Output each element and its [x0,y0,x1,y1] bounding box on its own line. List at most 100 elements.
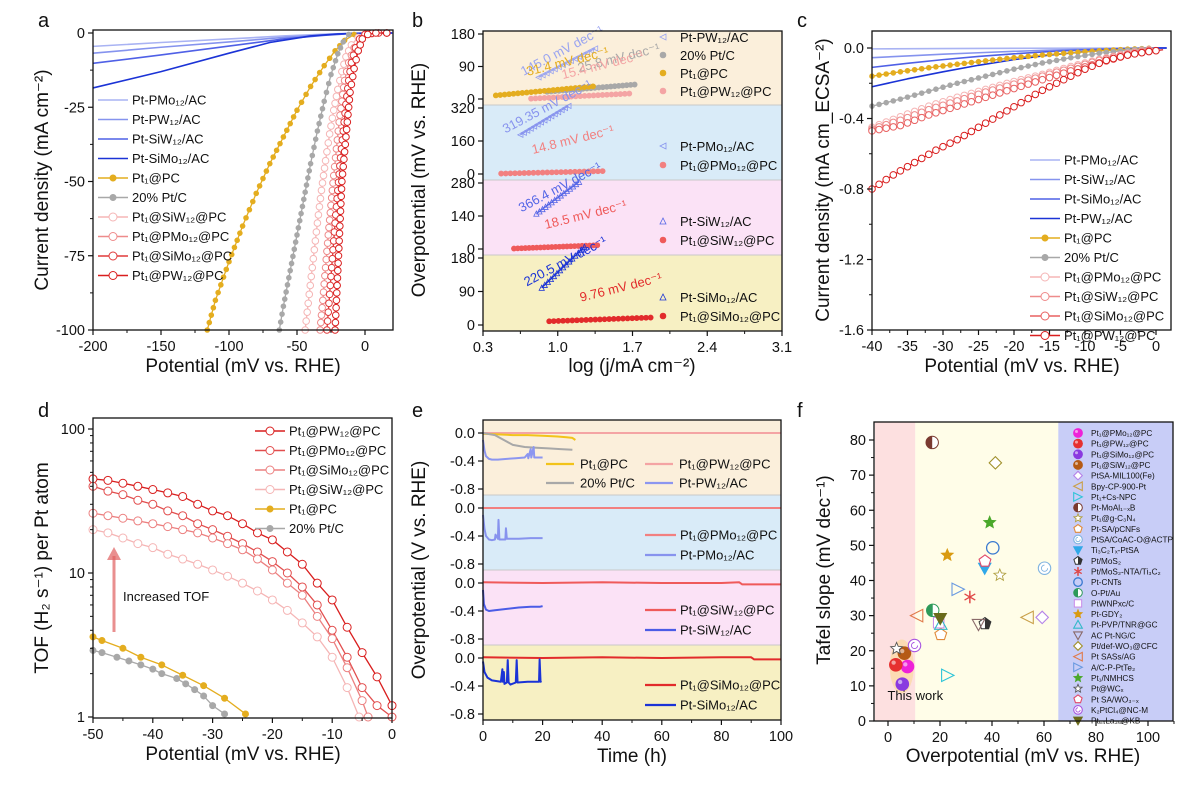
c-ylabel: Current density (mA cm_ECSA⁻²) [813,38,834,322]
data-point [1046,51,1053,58]
data-point [321,62,328,69]
data-point [319,105,326,112]
data-point [883,71,890,77]
a-legend-label: Pt₁@PW₁₂@PC [132,268,224,283]
data-point [344,110,352,119]
data-point [287,120,294,127]
data-point [334,266,342,275]
data-point [357,648,367,658]
f-xtick-label: 20 [932,730,948,746]
point-pt-simo-pc [895,677,910,691]
data-point [182,680,190,688]
f-legend-marker [1073,428,1083,438]
data-point [314,128,321,134]
d-legend-label: Pt₁@PC [289,502,337,517]
data-point [345,96,354,104]
f-legend-marker [1072,640,1084,652]
data-point [876,72,882,78]
f-legend-entry: Pt-MoAl₁₋ₓB [1073,502,1136,513]
f-legend-entry: O-Pt/Au [1073,587,1121,598]
data-point [148,485,158,495]
f-legend-marker [1073,705,1083,715]
c-legend-marker [1041,254,1049,262]
c-legend-label: Pt-PW₁₂/AC [1064,211,1133,226]
this-work-label: This work [887,688,943,703]
data-point [985,540,1000,555]
data-point [266,160,273,167]
data-point [946,139,954,147]
e-xtick-label: 0 [479,729,487,745]
a-legend-marker [108,212,118,222]
data-point [590,83,596,90]
data-point [1130,50,1139,58]
data-point [305,290,314,299]
data-point [1096,50,1102,57]
data-point [583,49,591,56]
f-legend-label: Bpy-CP-900-Pt [1091,482,1147,491]
f-legend-label: Pt₁@PW₁₂@PC [1091,440,1149,449]
b-legend-marker [659,142,667,150]
data-point [960,131,969,140]
data-point [267,557,277,567]
data-point [279,311,285,317]
data-point [882,124,891,132]
data-point [563,59,570,67]
data-point [1017,82,1025,91]
data-point [337,192,346,201]
data-point [896,166,905,175]
data-point [547,113,555,120]
c-xtick-label: -40 [862,339,883,355]
data-point [910,158,919,167]
data-point [1088,62,1096,71]
f-ytick-label: 80 [850,433,866,449]
f-legend-entry: Pt-SA/pCNFs [1073,523,1140,534]
data-point [335,229,344,238]
a-axes-frame [92,29,394,331]
c-ytick-label: -0.4 [839,112,864,128]
data-point [331,311,340,319]
data-point [903,119,912,127]
f-legend-entry: Pt SASs/AG [1072,651,1136,662]
data-point [591,45,599,52]
data-point [372,701,382,711]
f-axes-frame [873,421,1174,722]
data-point [287,267,294,274]
data-point [1081,65,1089,73]
point-pt-pvp-tnr-gc [933,617,948,630]
f-legend-entry: Pt/MoS₂-NTA/Ti₃C₂ [1073,567,1161,576]
data-point [118,533,128,543]
e-xtick-label: 40 [594,729,610,745]
data-point [208,312,215,318]
data-point [158,670,166,678]
data-point [559,61,566,69]
data-point [1032,52,1039,59]
c-xtick-label: 0 [1152,339,1160,355]
data-point [325,299,333,308]
f-legend-entry: Pt₁@g-C₃N₄ [1072,512,1136,523]
data-point [363,712,373,722]
data-point [342,652,352,662]
data-point [253,190,260,197]
f-legend-marker-swirl [1075,536,1081,543]
data-point [337,199,345,208]
data-point [974,95,983,104]
data-point [223,266,230,273]
d-legend-marker [265,465,275,475]
data-point-highlight [903,662,908,667]
d-xlabel: Potential (mV vs. RHE) [145,744,340,765]
b-legend-marker [659,293,667,301]
b-xtick-label: 1.0 [548,340,568,356]
e-ytick-label: -0.8 [450,482,475,498]
data-point [564,102,572,110]
data-point [173,675,181,683]
data-point [1039,52,1046,58]
d-xtick-label: -20 [262,727,283,743]
data-point [327,263,336,272]
data-point [940,63,946,69]
data-point [332,57,339,64]
series-line [92,529,360,718]
data-point [358,35,367,43]
point-pt-gdy [940,547,955,562]
data-point [317,186,326,195]
c-legend-label: Pt₁@SiW₁₂@PC [1064,289,1158,304]
